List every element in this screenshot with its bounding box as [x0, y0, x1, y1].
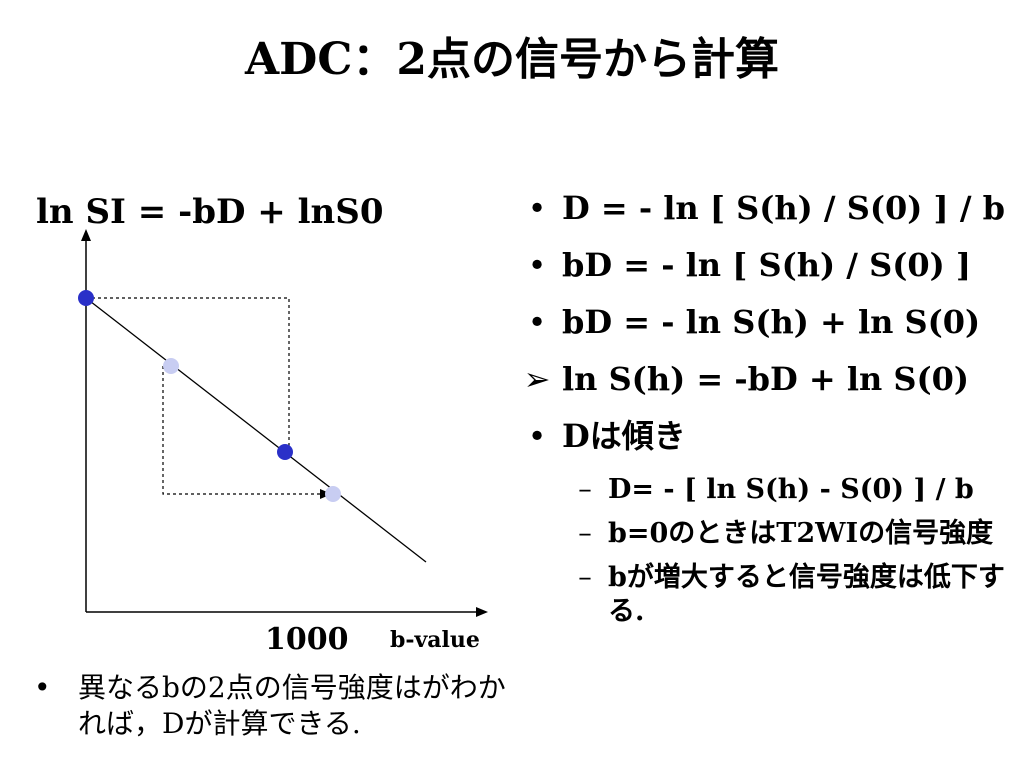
bullet-marker: • [527, 417, 547, 455]
sub-bullet-marker: – [578, 518, 592, 549]
x-axis-arrowhead [476, 607, 488, 617]
sub-bullet-marker: – [578, 474, 592, 505]
point-dark-b0 [78, 290, 94, 306]
right-bullet-list: • D = - ln [ S(h) / S(0) ] / b • bD = - … [518, 188, 1008, 639]
sub-bullet-item: – b=0のときはT2WIの信号強度 [518, 517, 1008, 551]
sub-bullet-text: D= - [ ln S(h) - S(0) ] / b [608, 474, 974, 505]
point-light-2 [325, 486, 341, 502]
bullet-text: Dは傾き [562, 417, 686, 455]
x-tick-label: 1000 [265, 622, 349, 657]
bullet-marker: • [527, 246, 547, 284]
bullet-marker: • [527, 303, 547, 341]
bottom-note-text: 異なるbの2点の信号強度はがわかれば，Dが計算できる. [78, 671, 506, 740]
bullet-marker: • [527, 189, 547, 227]
dashed-guide-dark-points [86, 297, 290, 452]
bottom-note: • 異なるbの2点の信号強度はがわかれば，Dが計算できる. [34, 670, 514, 742]
point-light-1 [163, 358, 179, 374]
sub-bullet-marker: – [578, 562, 592, 593]
equation-label: ln SI = -bD + lnS0 [36, 192, 384, 232]
bullet-item: • Dは傾き [518, 416, 1008, 456]
point-dark-2 [277, 444, 293, 460]
bullet-item: • bD = - ln [ S(h) / S(0) ] [518, 245, 1008, 285]
sub-bullet-text: bが増大すると信号強度は低下する. [608, 562, 1005, 627]
bullet-text: bD = - ln [ S(h) / S(0) ] [562, 246, 972, 284]
bullet-text: D = - ln [ S(h) / S(0) ] / b [562, 189, 1006, 227]
bullet-text: ln S(h) = -bD + ln S(0) [562, 360, 970, 398]
fit-line [85, 297, 427, 563]
sub-bullet-item: – bが増大すると信号強度は低下する. [518, 561, 1008, 629]
bullet-marker: • [34, 671, 51, 704]
bullet-item: ➢ ln S(h) = -bD + ln S(0) [518, 359, 1008, 399]
slide-title: ADC：2点の信号から計算 [245, 34, 779, 85]
bullet-item: • bD = - ln S(h) + ln S(0) [518, 302, 1008, 342]
bullet-text: bD = - ln S(h) + ln S(0) [562, 303, 981, 341]
sub-bullet-text: b=0のときはT2WIの信号強度 [608, 518, 994, 549]
x-axis-label: b-value [390, 627, 480, 653]
sub-bullet-item: – D= - [ ln S(h) - S(0) ] / b [518, 473, 1008, 507]
arrow-bullet-marker: ➢ [523, 360, 551, 398]
bullet-item: • D = - ln [ S(h) / S(0) ] / b [518, 188, 1008, 228]
dashed-guide-light-points [162, 366, 322, 495]
y-axis-arrowhead [81, 229, 91, 241]
